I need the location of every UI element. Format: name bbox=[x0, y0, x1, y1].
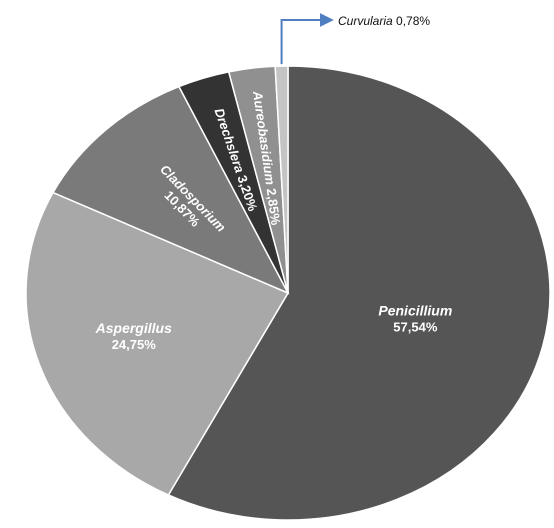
callout-name: Curvularia bbox=[338, 14, 396, 28]
pie-slice-cladosporium bbox=[51, 85, 290, 295]
callout-value: 0,78% bbox=[396, 14, 430, 28]
slice-value-aspergillus: 24,75% bbox=[112, 337, 157, 352]
callout-label-curvularia: Curvularia 0,78% bbox=[338, 14, 430, 28]
slice-value-aureobasidium: 2,85% bbox=[264, 187, 284, 226]
pie-slice-penicillium bbox=[167, 65, 551, 521]
slice-label-aspergillus: Aspergillus bbox=[95, 320, 172, 336]
pie-labels: Penicillium57,54%Aspergillus24,75%Clados… bbox=[95, 89, 453, 352]
pie-slice-aspergillus bbox=[25, 191, 290, 496]
pie-slice-curvularia bbox=[274, 65, 289, 294]
pie-slices bbox=[25, 65, 551, 521]
callout-arrow bbox=[280, 13, 334, 65]
slice-value-penicillium: 57,54% bbox=[393, 320, 438, 335]
slice-label-penicillium: Penicillium bbox=[378, 303, 452, 319]
callout: Curvularia 0,78% bbox=[280, 13, 430, 65]
